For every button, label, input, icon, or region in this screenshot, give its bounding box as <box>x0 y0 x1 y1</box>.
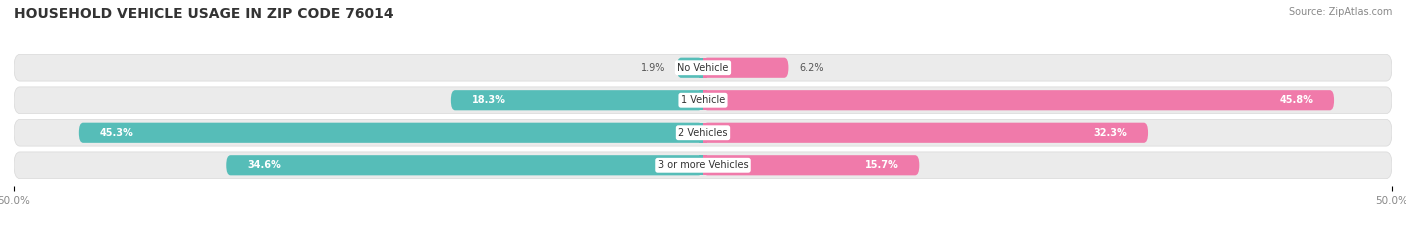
FancyBboxPatch shape <box>703 90 1334 110</box>
FancyBboxPatch shape <box>14 152 1392 179</box>
Text: Source: ZipAtlas.com: Source: ZipAtlas.com <box>1288 7 1392 17</box>
Bar <box>703 123 707 143</box>
Text: 2 Vehicles: 2 Vehicles <box>678 128 728 138</box>
Bar <box>703 90 707 110</box>
FancyBboxPatch shape <box>451 90 703 110</box>
Bar <box>703 58 707 78</box>
Text: 15.7%: 15.7% <box>865 160 898 170</box>
FancyBboxPatch shape <box>79 123 703 143</box>
Bar <box>699 123 703 143</box>
Text: 6.2%: 6.2% <box>800 63 824 73</box>
FancyBboxPatch shape <box>703 58 789 78</box>
Text: 32.3%: 32.3% <box>1094 128 1128 138</box>
FancyBboxPatch shape <box>703 123 1149 143</box>
Bar <box>699 90 703 110</box>
FancyBboxPatch shape <box>226 155 703 175</box>
Text: 1 Vehicle: 1 Vehicle <box>681 95 725 105</box>
Bar <box>703 155 707 175</box>
Text: 1.9%: 1.9% <box>641 63 666 73</box>
Text: No Vehicle: No Vehicle <box>678 63 728 73</box>
FancyBboxPatch shape <box>14 54 1392 81</box>
Text: 34.6%: 34.6% <box>247 160 281 170</box>
FancyBboxPatch shape <box>14 87 1392 113</box>
FancyBboxPatch shape <box>676 58 703 78</box>
Text: HOUSEHOLD VEHICLE USAGE IN ZIP CODE 76014: HOUSEHOLD VEHICLE USAGE IN ZIP CODE 7601… <box>14 7 394 21</box>
Text: 45.8%: 45.8% <box>1279 95 1313 105</box>
Text: 45.3%: 45.3% <box>100 128 134 138</box>
FancyBboxPatch shape <box>703 155 920 175</box>
Bar <box>699 155 703 175</box>
Text: 18.3%: 18.3% <box>471 95 505 105</box>
Bar <box>699 58 703 78</box>
Text: 3 or more Vehicles: 3 or more Vehicles <box>658 160 748 170</box>
FancyBboxPatch shape <box>14 120 1392 146</box>
